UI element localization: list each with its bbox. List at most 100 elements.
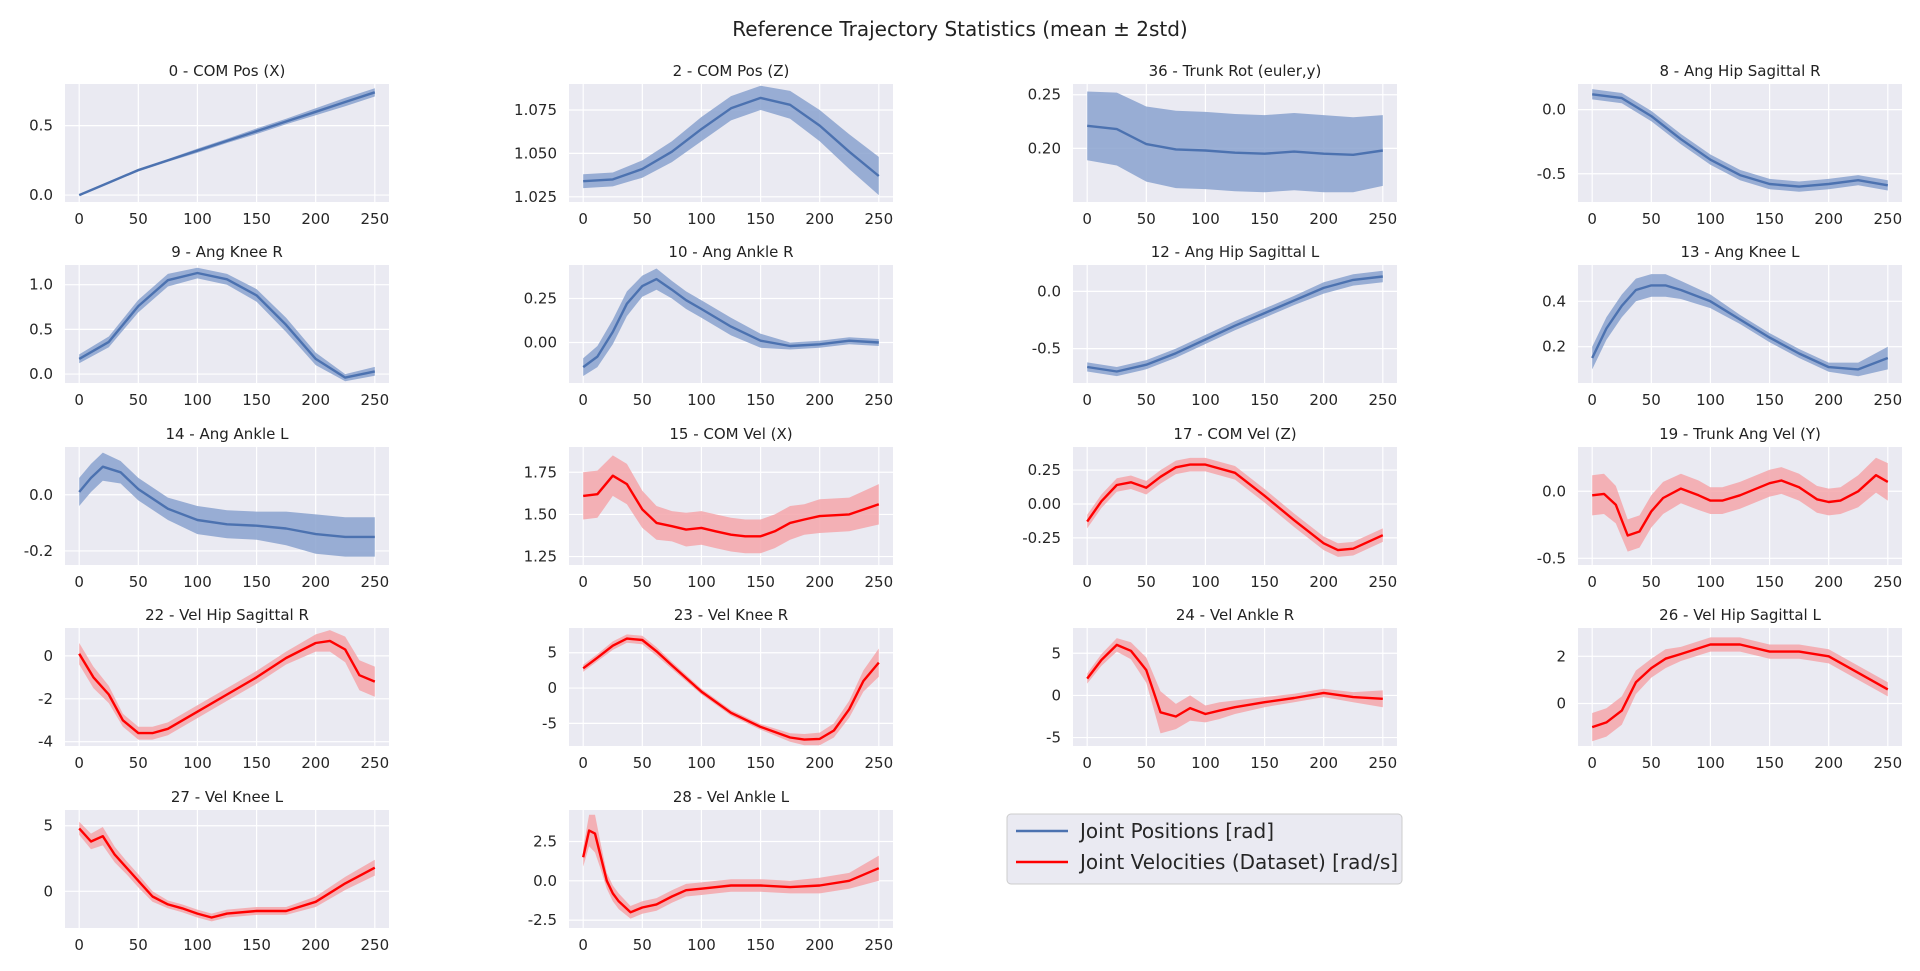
x-tick-label: 200: [1814, 754, 1843, 772]
std-band: [79, 630, 375, 740]
x-tick-label: 250: [360, 754, 389, 772]
x-tick-label: 50: [633, 573, 652, 591]
x-tick-label: 100: [183, 573, 212, 591]
x-tick-label: 50: [1137, 210, 1156, 228]
subplot: 0 50 100 150 200 250 -0.5 0.0 8 - Ang Hip Sagitt…: [1537, 62, 1902, 228]
subplot-title: 9 - Ang Knee R: [171, 243, 283, 261]
x-tick-label: 50: [1642, 573, 1661, 591]
x-tick-label: 250: [1368, 573, 1397, 591]
x-tick-label: 50: [1137, 754, 1156, 772]
mean-line: [1086, 643, 1383, 718]
x-tick-label: 250: [360, 391, 389, 409]
y-tick-label: 0: [1051, 686, 1061, 704]
x-tick-label: 50: [633, 754, 652, 772]
y-tick-label: 0.25: [1028, 461, 1061, 479]
y-tick-label: 0: [43, 647, 53, 665]
x-tick-label: 100: [183, 391, 212, 409]
x-tick-label: 0: [74, 754, 84, 772]
figure-title: Reference Trajectory Statistics (mean ± …: [732, 17, 1187, 41]
mean-line: [78, 639, 376, 735]
y-tick-label: 5: [43, 817, 53, 835]
y-tick-label: 1.050: [514, 144, 557, 162]
y-tick-label: -5: [1046, 729, 1061, 747]
y-tick-label: -0.2: [24, 542, 53, 560]
x-tick-label: 0: [1587, 754, 1597, 772]
subplot-title: 13 - Ang Knee L: [1680, 243, 1800, 261]
subplot: 0 50 100 150 200 250 0.20 0.25 36 - Trunk Rot (e…: [1028, 62, 1398, 228]
x-tick-label: 0: [578, 754, 588, 772]
mean-line: [78, 465, 375, 539]
x-tick-label: 100: [687, 754, 716, 772]
mean-line: [78, 91, 376, 197]
x-tick-label: 200: [1309, 210, 1338, 228]
y-tick-label: 0.20: [1028, 139, 1061, 157]
x-tick-label: 50: [633, 210, 652, 228]
x-tick-label: 250: [1368, 391, 1397, 409]
subplot-title: 19 - Trunk Ang Vel (Y): [1659, 425, 1821, 443]
y-tick-label: 1.025: [514, 188, 557, 206]
x-tick-label: 150: [242, 573, 271, 591]
x-tick-label: 150: [1250, 391, 1279, 409]
x-tick-label: 250: [1873, 754, 1902, 772]
subplot: 0 50 100 150 200 250 -2.5 0.0 2.5 28 - Vel Ankle …: [528, 788, 893, 954]
x-tick-label: 200: [1814, 391, 1843, 409]
mean-line: [1087, 124, 1383, 157]
x-tick-label: 100: [1696, 754, 1725, 772]
subplot-title: 10 - Ang Ankle R: [668, 243, 793, 261]
x-tick-label: 100: [1191, 754, 1220, 772]
x-tick-label: 0: [578, 936, 588, 954]
x-tick-label: 50: [633, 936, 652, 954]
x-tick-label: 250: [1873, 391, 1902, 409]
y-tick-label: 0.25: [1028, 86, 1061, 104]
y-tick-label: 0.0: [29, 365, 53, 383]
x-tick-label: 200: [1309, 754, 1338, 772]
x-tick-label: 200: [1309, 573, 1338, 591]
subplot: 0 50 100 150 200 250 -5 0 5 23 - Vel Knee R: [542, 606, 893, 772]
y-tick-label: 1.075: [514, 101, 557, 119]
x-tick-label: 150: [746, 573, 775, 591]
y-tick-label: 5: [1051, 644, 1061, 662]
std-band: [1592, 637, 1888, 742]
x-tick-label: 50: [633, 391, 652, 409]
subplot: 0 50 100 150 200 250 -0.25 0.00 0.25 17 - COM Vel…: [1022, 425, 1397, 591]
y-tick-label: -5: [542, 714, 557, 732]
x-tick-label: 150: [746, 391, 775, 409]
x-tick-label: 250: [864, 391, 893, 409]
x-tick-label: 50: [129, 210, 148, 228]
mean-line: [582, 277, 879, 369]
x-tick-label: 200: [1814, 210, 1843, 228]
plot-area: [569, 810, 893, 928]
std-band: [1087, 91, 1383, 193]
x-tick-label: 200: [301, 573, 330, 591]
x-tick-label: 0: [1587, 573, 1597, 591]
std-band: [583, 814, 879, 919]
x-tick-label: 100: [183, 936, 212, 954]
y-tick-label: 0.00: [1028, 495, 1061, 513]
subplot-title: 27 - Vel Knee L: [171, 788, 284, 806]
x-tick-label: 250: [864, 573, 893, 591]
mean-line: [1591, 284, 1889, 371]
std-band: [1592, 457, 1888, 552]
x-tick-label: 100: [183, 210, 212, 228]
x-tick-label: 150: [746, 210, 775, 228]
x-tick-label: 0: [578, 391, 588, 409]
subplot-title: 23 - Vel Knee R: [674, 606, 788, 624]
x-tick-label: 100: [1191, 391, 1220, 409]
x-tick-label: 100: [1191, 573, 1220, 591]
subplot-title: 24 - Vel Ankle R: [1176, 606, 1294, 624]
y-tick-label: -0.5: [1537, 165, 1566, 183]
std-band: [583, 455, 879, 554]
x-tick-label: 200: [301, 936, 330, 954]
x-tick-label: 150: [1755, 210, 1784, 228]
subplot: 0 50 100 150 200 250 0.0 0.5 0 - COM Pos (X): [29, 62, 389, 228]
y-tick-label: 1.50: [524, 505, 557, 523]
x-tick-label: 250: [360, 210, 389, 228]
y-tick-label: 5: [547, 644, 557, 662]
x-tick-label: 150: [242, 754, 271, 772]
mean-line: [1086, 463, 1384, 552]
y-tick-label: 0: [43, 882, 53, 900]
y-tick-label: -0.5: [1032, 340, 1061, 358]
x-tick-label: 150: [1250, 210, 1279, 228]
x-tick-label: 200: [301, 754, 330, 772]
y-tick-label: 0.00: [524, 333, 557, 351]
